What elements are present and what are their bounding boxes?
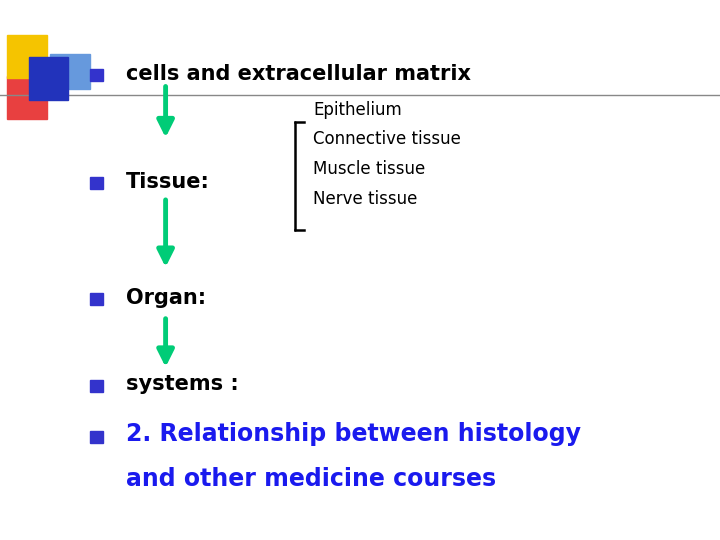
Bar (90, 380, 103, 392)
Text: 2. Relationship between histology: 2. Relationship between histology (126, 422, 581, 446)
Bar (50, 54, 90, 89)
Bar (90, 293, 103, 305)
Bar (90, 69, 103, 81)
Text: systems :: systems : (126, 374, 239, 394)
Text: Tissue:: Tissue: (126, 172, 210, 192)
Text: Muscle tissue: Muscle tissue (313, 160, 426, 178)
Text: Epithelium: Epithelium (313, 101, 402, 119)
Text: Connective tissue: Connective tissue (313, 131, 461, 149)
Bar (90, 177, 103, 189)
Bar (7, 35, 47, 78)
Text: cells and extracellular matrix: cells and extracellular matrix (126, 64, 471, 84)
Bar (7, 76, 47, 119)
Text: Nerve tissue: Nerve tissue (313, 190, 418, 208)
Text: and other medicine courses: and other medicine courses (126, 468, 496, 491)
Bar (90, 431, 103, 443)
Text: Organ:: Organ: (126, 288, 206, 308)
Bar (29, 57, 68, 100)
